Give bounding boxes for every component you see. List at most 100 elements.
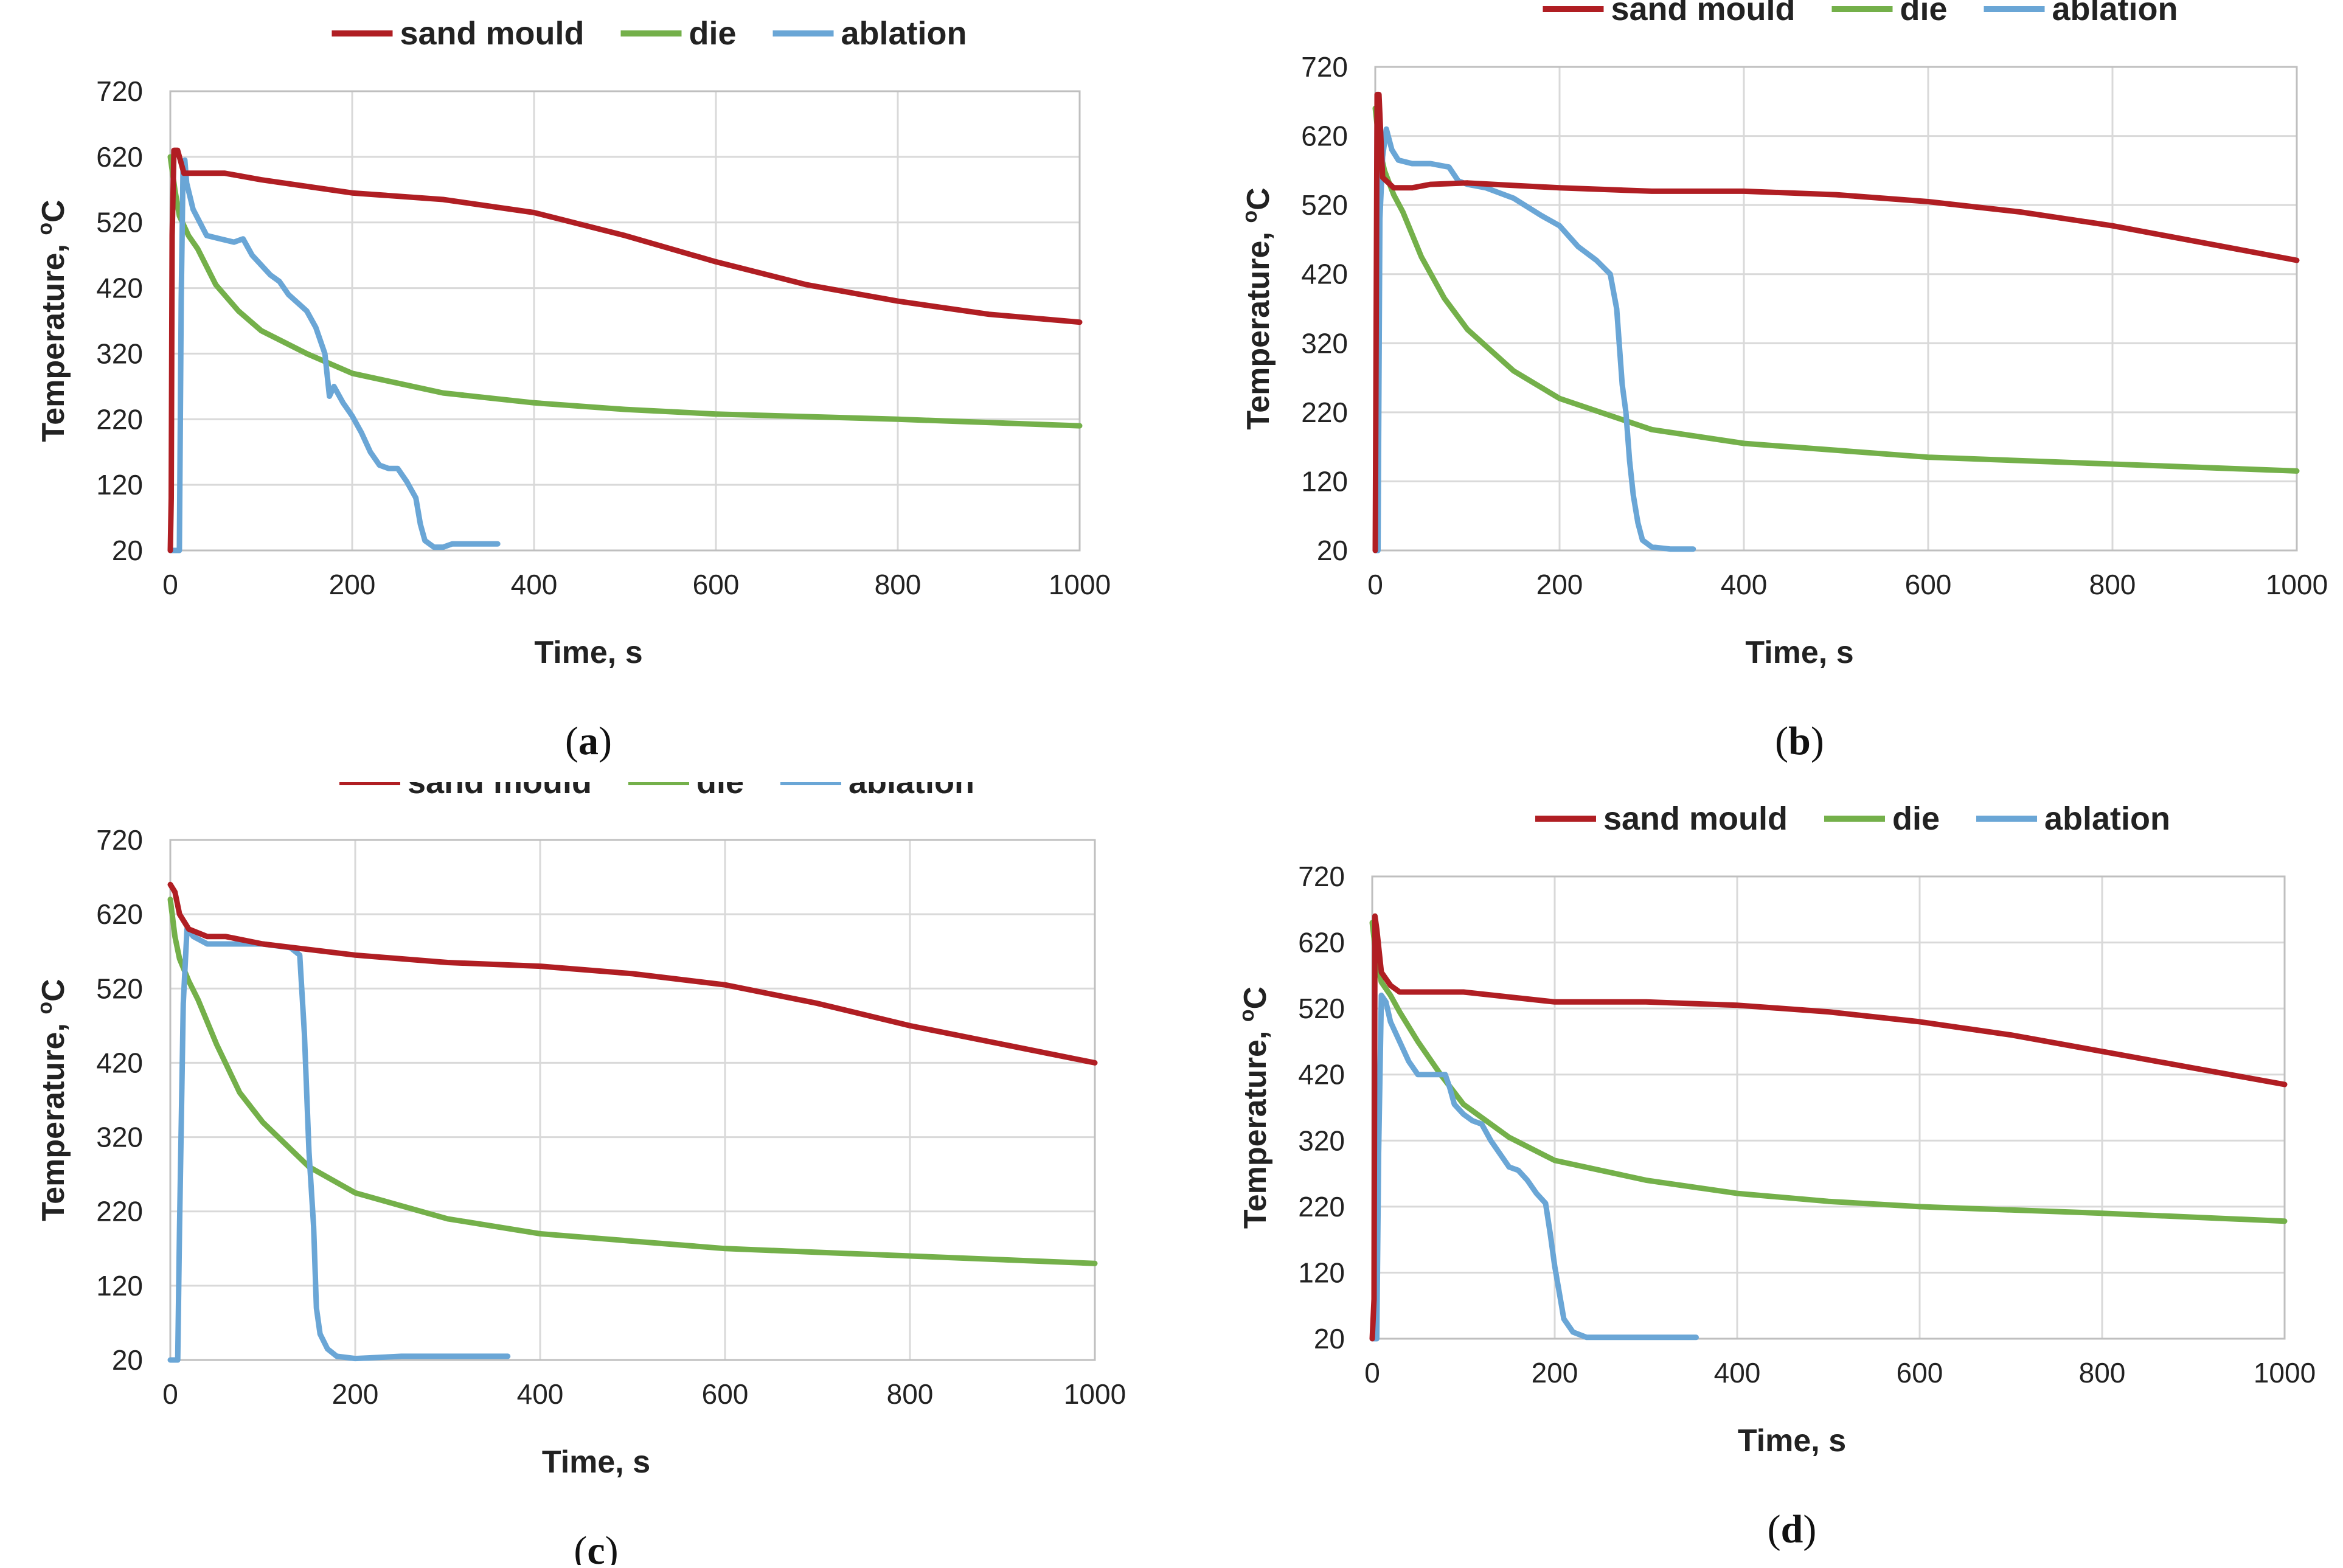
series-line-die: [167, 154, 1083, 429]
x-tick-label: 800: [2079, 1357, 2126, 1389]
x-tick-label: 200: [329, 569, 376, 600]
legend-label-ablation: ablation: [2044, 800, 2170, 837]
x-tick-label: 600: [1905, 569, 1952, 600]
x-tick-label: 400: [511, 569, 558, 600]
y-tick-label: 620: [96, 141, 143, 173]
x-tick-label: 0: [1367, 569, 1383, 600]
y-axis-title-text: Temperature,: [36, 1015, 71, 1221]
x-tick-label: 0: [162, 569, 178, 600]
chart-a: 0 200 400 600 800 1000 20 120 220 320 420 520 620 720…: [33, 15, 1111, 763]
y-tick-label: 420: [1298, 1059, 1345, 1091]
y-tick-label: 420: [1301, 258, 1348, 290]
y-tick-label: 220: [96, 403, 143, 435]
caption-open-paren: (: [1775, 719, 1788, 763]
y-tick-label: 420: [96, 1047, 143, 1078]
chart-b: 0 200 400 600 800 1000 20 120 220 320 420 520 620 720…: [1238, 0, 2328, 763]
series-line-ablation: [167, 157, 501, 553]
y-tick-label: 220: [1298, 1191, 1345, 1223]
legend-label-ablation: ablation: [841, 15, 967, 52]
y-axis-unit: C: [36, 979, 71, 1002]
x-tick-label: 1000: [2254, 1357, 2316, 1389]
series-line-sand: [167, 147, 1083, 553]
x-tick-label: 400: [517, 1378, 564, 1410]
caption-letter: d: [1781, 1507, 1803, 1552]
legend-label-die: die: [1900, 0, 1947, 27]
caption-letter: c: [587, 1528, 605, 1565]
x-tick-label: 200: [332, 1378, 379, 1410]
degree-superscript: o: [33, 1002, 57, 1015]
chart-panel-b: 0 200 400 600 800 1000 20 120 220 320 420 520 620 720…: [1172, 0, 2343, 782]
x-axis-title: Time, s: [1745, 635, 1853, 670]
panel-caption: (c): [574, 1528, 618, 1565]
legend: sand mould die ablation: [1543, 0, 2178, 27]
x-tick-label: 600: [702, 1378, 749, 1410]
legend-label-sand: sand mould: [1603, 800, 1788, 837]
panel-caption: (d): [1768, 1507, 1817, 1552]
y-tick-label: 420: [96, 272, 143, 304]
series-line-ablation: [167, 926, 511, 1363]
legend-label-sand: sand mould: [400, 15, 584, 52]
y-tick-label: 320: [1301, 327, 1348, 359]
legend-label-die: die: [696, 782, 744, 800]
degree-superscript: o: [1235, 1009, 1258, 1022]
legend-label-sand: sand mould: [408, 782, 592, 800]
y-tick-label: 720: [1298, 861, 1345, 892]
y-tick-label: 20: [1314, 1323, 1345, 1355]
y-axis-title-text: Temperature,: [36, 235, 71, 442]
legend: sand mould die ablation: [331, 15, 967, 52]
caption-close-paren: ): [1803, 1507, 1816, 1552]
caption-close-paren: ): [1811, 719, 1824, 763]
series-line-ablation: [1369, 992, 1699, 1342]
y-axis-title: Temperature, oC: [1235, 987, 1273, 1229]
chart-d: 0 200 400 600 800 1000 20 120 220 320 420 520 620 720…: [1235, 800, 2316, 1552]
y-tick-label: 720: [96, 75, 143, 107]
legend-label-die: die: [689, 15, 736, 52]
series-line-die: [1369, 920, 2288, 1224]
y-tick-label: 620: [96, 898, 143, 930]
y-tick-label: 520: [96, 973, 143, 1004]
caption-open-paren: (: [1768, 1507, 1781, 1552]
y-tick-label: 620: [1298, 927, 1345, 959]
x-tick-label: 600: [1897, 1357, 1943, 1389]
y-tick-label: 220: [96, 1196, 143, 1227]
degree-superscript: o: [1238, 210, 1262, 223]
y-axis-unit: C: [36, 199, 71, 223]
legend-label-sand: sand mould: [1611, 0, 1795, 27]
caption-letter: b: [1788, 719, 1811, 763]
chart-c: 0 200 400 600 800 1000 20 120 220 320 420 520 620 720…: [33, 764, 1126, 1568]
legend-label-ablation: ablation: [2052, 0, 2178, 27]
chart-panel-a: 0 200 400 600 800 1000 20 120 220 320 420 520 620 720…: [0, 0, 1172, 782]
x-tick-label: 800: [887, 1378, 934, 1410]
x-tick-label: 200: [1532, 1357, 1578, 1389]
y-tick-label: 120: [1301, 465, 1348, 497]
y-tick-label: 520: [96, 207, 143, 238]
caption-close-paren: ): [605, 1528, 619, 1565]
y-tick-label: 120: [96, 1270, 143, 1302]
plot-frame: [169, 90, 1081, 552]
series-line-ablation: [1372, 126, 1696, 553]
y-tick-label: 320: [96, 1122, 143, 1153]
series-line-die: [167, 897, 1098, 1266]
panel-caption: (b): [1775, 719, 1824, 763]
caption-open-paren: (: [565, 719, 578, 763]
plot-frame: [1371, 875, 2286, 1340]
y-tick-label: 520: [1298, 993, 1345, 1024]
legend-label-ablation: ablation: [849, 782, 974, 800]
x-tick-label: 400: [1721, 569, 1768, 600]
x-tick-label: 0: [1364, 1357, 1380, 1389]
y-axis-title-text: Temperature,: [1238, 1022, 1273, 1229]
y-tick-label: 720: [96, 824, 143, 856]
y-tick-label: 120: [96, 469, 143, 501]
y-tick-label: 20: [112, 535, 143, 566]
y-axis-unit: C: [1238, 987, 1273, 1010]
y-axis-title: Temperature, oC: [33, 199, 71, 442]
caption-close-paren: ): [599, 719, 612, 763]
chart-panel-c: 0 200 400 600 800 1000 20 120 220 320 420 520 620 720…: [0, 764, 1172, 1568]
y-tick-label: 620: [1301, 120, 1348, 152]
x-axis-title: Time, s: [534, 635, 642, 670]
y-tick-label: 20: [112, 1344, 143, 1376]
y-tick-label: 520: [1301, 189, 1348, 221]
caption-letter: a: [578, 719, 599, 763]
series-line-sand: [167, 881, 1098, 1066]
y-axis-title: Temperature, oC: [1238, 187, 1276, 429]
